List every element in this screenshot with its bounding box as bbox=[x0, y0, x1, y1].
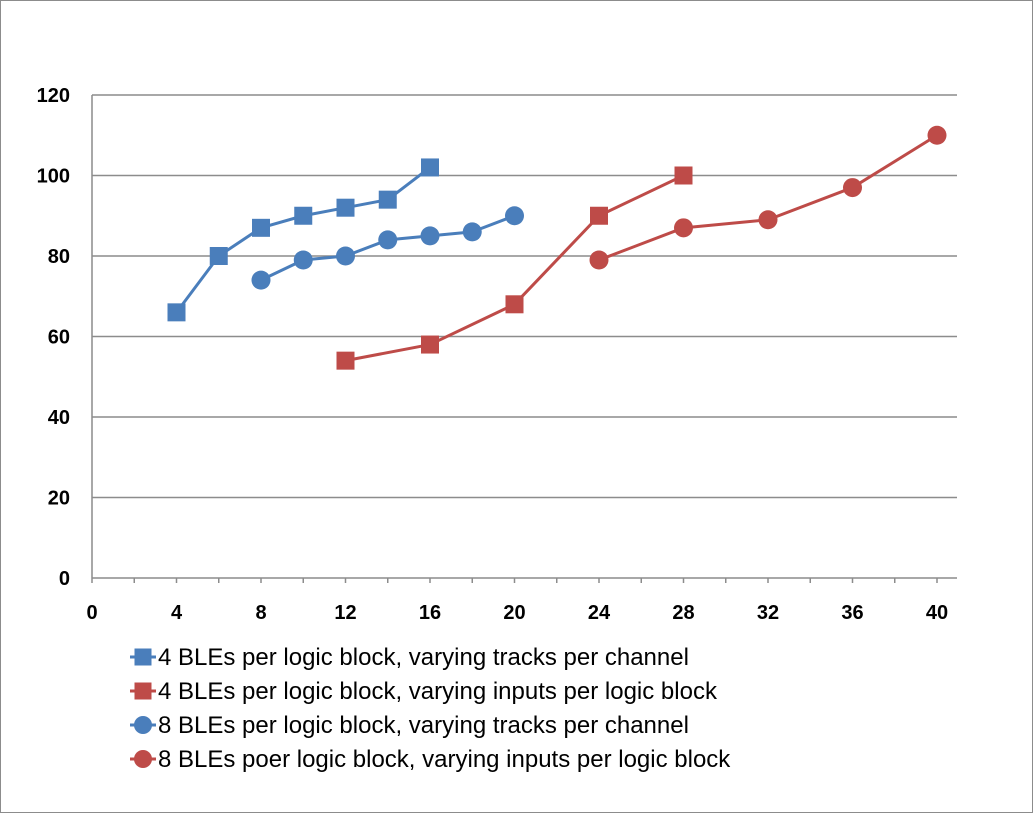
y-tick-label: 60 bbox=[48, 327, 70, 349]
data-point bbox=[758, 210, 778, 230]
x-tick-label: 20 bbox=[503, 602, 525, 624]
y-tick-label: 100 bbox=[37, 166, 70, 188]
data-point bbox=[590, 206, 608, 225]
data-point bbox=[378, 230, 398, 250]
data-point bbox=[336, 246, 355, 266]
legend-marker bbox=[134, 682, 152, 700]
x-tick-label: 4 bbox=[171, 602, 183, 624]
series-2 bbox=[336, 166, 693, 370]
y-tick-label: 0 bbox=[59, 568, 70, 590]
data-point bbox=[505, 206, 524, 226]
data-point bbox=[294, 206, 313, 225]
y-tick-label: 20 bbox=[48, 488, 70, 510]
data-point bbox=[843, 178, 862, 198]
y-tick-labels: 0 20 40 60 80 100 120 bbox=[37, 85, 70, 590]
data-point bbox=[336, 198, 355, 217]
axes bbox=[91, 95, 957, 583]
x-tick-label: 16 bbox=[419, 602, 441, 624]
legend-marker bbox=[134, 716, 152, 734]
x-tick-label: 12 bbox=[334, 602, 356, 624]
x-tick-labels: 0 4 8 12 16 20 24 28 32 36 40 bbox=[86, 602, 948, 624]
x-tick-label: 28 bbox=[672, 602, 694, 624]
data-point bbox=[462, 222, 482, 242]
data-point bbox=[167, 303, 186, 322]
x-tick-label: 32 bbox=[757, 602, 779, 624]
legend: 4 BLEs per logic block, varying tracks p… bbox=[130, 644, 731, 773]
series-4 bbox=[589, 125, 947, 270]
y-tick-label: 40 bbox=[48, 407, 70, 429]
legend-label: 4 BLEs per logic block, varying inputs p… bbox=[158, 678, 718, 705]
legend-item: 8 BLEs per logic block, varying tracks p… bbox=[130, 712, 689, 739]
data-point bbox=[421, 335, 439, 354]
data-point bbox=[420, 226, 440, 246]
gridlines bbox=[92, 94, 957, 499]
legend-label: 4 BLEs per logic block, varying tracks p… bbox=[158, 644, 689, 671]
legend-item: 4 BLEs per logic block, varying inputs p… bbox=[130, 678, 718, 705]
x-tick-label: 40 bbox=[926, 602, 948, 624]
legend-label: 8 BLEs per logic block, varying tracks p… bbox=[158, 712, 689, 739]
legend-marker bbox=[134, 750, 152, 768]
x-tick-label: 8 bbox=[255, 602, 266, 624]
x-tick-label: 36 bbox=[841, 602, 863, 624]
data-point bbox=[421, 158, 439, 177]
x-tick-label: 24 bbox=[588, 602, 611, 624]
data-point bbox=[674, 218, 693, 238]
data-point bbox=[674, 166, 693, 185]
y-tick-label: 120 bbox=[37, 85, 70, 107]
legend-label: 8 BLEs poer logic block, varying inputs … bbox=[158, 746, 731, 773]
data-point bbox=[378, 190, 397, 209]
series-3 bbox=[251, 206, 524, 290]
plot-area bbox=[167, 125, 947, 370]
data-point bbox=[505, 295, 524, 314]
data-point bbox=[252, 218, 270, 237]
data-point bbox=[927, 125, 947, 145]
legend-marker bbox=[134, 648, 152, 666]
y-tick-label: 80 bbox=[48, 246, 70, 268]
legend-item: 8 BLEs poer logic block, varying inputs … bbox=[130, 746, 731, 773]
series-line bbox=[598, 133, 938, 262]
data-point bbox=[589, 250, 609, 270]
data-point bbox=[251, 270, 271, 290]
series-1 bbox=[167, 158, 439, 322]
legend-item: 4 BLEs per logic block, varying tracks p… bbox=[130, 644, 689, 671]
data-point bbox=[209, 247, 228, 265]
data-point bbox=[293, 250, 313, 270]
data-point bbox=[336, 351, 355, 370]
x-tick-label: 0 bbox=[86, 602, 97, 624]
